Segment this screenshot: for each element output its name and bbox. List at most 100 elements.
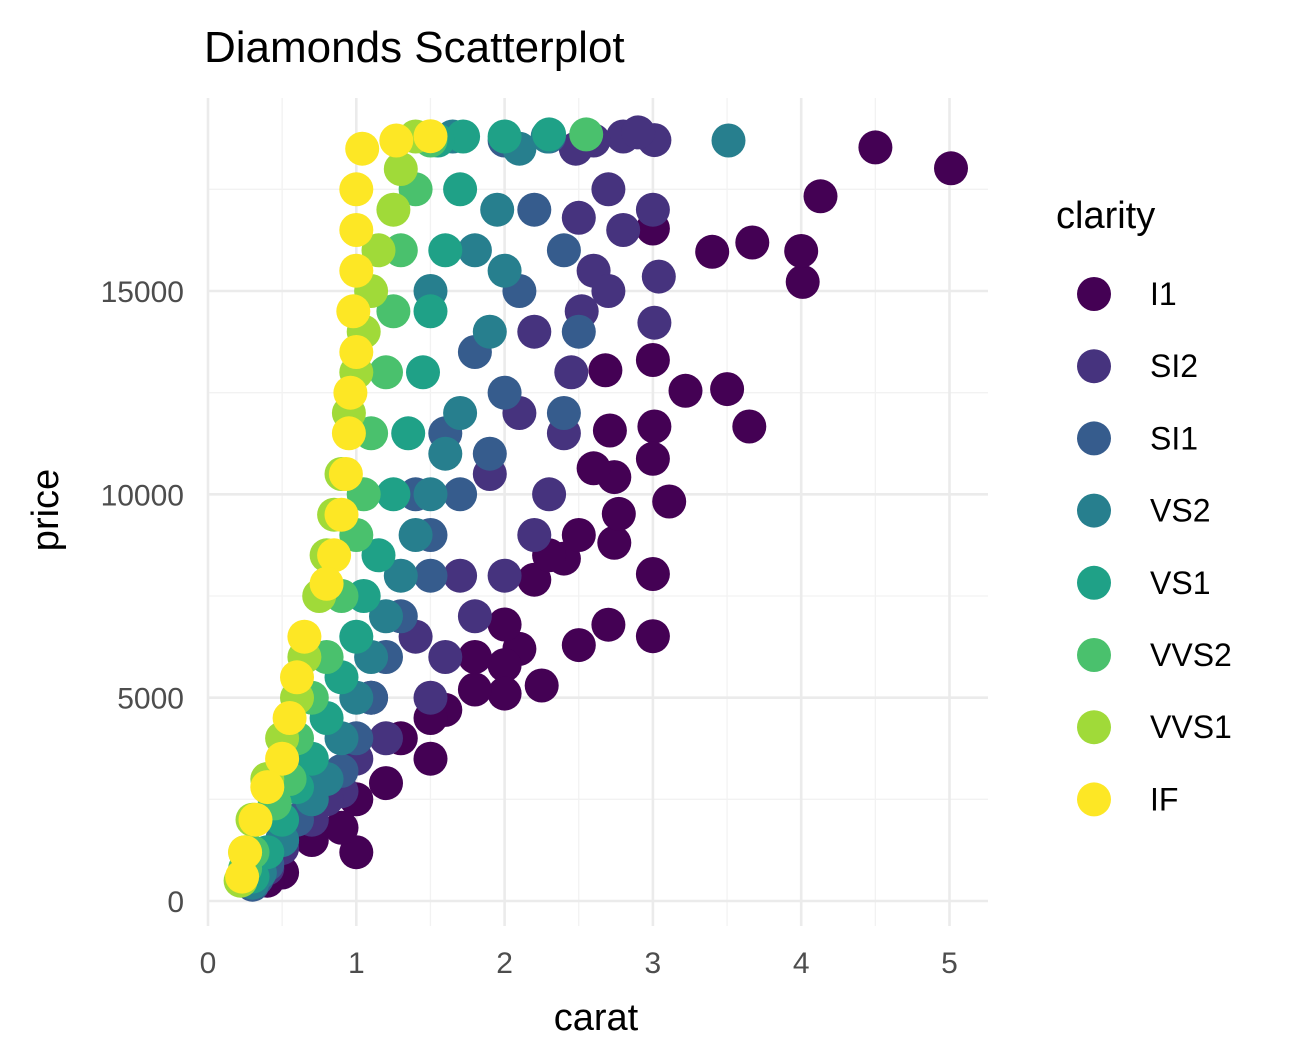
data-point xyxy=(383,152,418,186)
data-point xyxy=(732,409,767,444)
legend-label: SI1 xyxy=(1150,420,1198,456)
chart-title: Diamonds Scatterplot xyxy=(204,23,625,72)
legend-title: clarity xyxy=(1056,195,1155,237)
data-point xyxy=(413,294,448,329)
data-point xyxy=(443,558,478,593)
data-point xyxy=(784,234,819,268)
y-axis-ticks: 0 5000 10000 15000 xyxy=(101,276,184,919)
legend-item: VVS1 xyxy=(1077,709,1232,745)
data-point xyxy=(517,518,552,552)
data-point xyxy=(597,525,632,560)
data-point xyxy=(324,497,359,532)
data-point xyxy=(785,264,820,299)
data-point xyxy=(635,441,670,476)
data-point xyxy=(635,192,670,227)
data-point xyxy=(250,770,285,805)
data-point xyxy=(561,314,596,349)
data-point xyxy=(287,619,322,654)
data-point xyxy=(635,619,670,654)
data-point xyxy=(398,518,433,552)
legend-label: VVS2 xyxy=(1150,637,1232,673)
legend-key xyxy=(1077,277,1111,311)
legend-label: VVS1 xyxy=(1150,709,1232,745)
data-point xyxy=(457,640,492,674)
data-point xyxy=(601,496,636,531)
legend-label: VS2 xyxy=(1150,493,1210,529)
data-point xyxy=(443,172,478,207)
data-points xyxy=(223,115,968,902)
legend-item: SI1 xyxy=(1077,420,1198,456)
x-tick-label: 1 xyxy=(348,947,365,980)
data-point xyxy=(695,234,730,269)
data-point xyxy=(487,119,522,154)
data-point xyxy=(554,355,589,390)
data-point xyxy=(569,117,604,152)
data-point xyxy=(457,599,492,634)
data-point xyxy=(324,810,359,845)
legend-label: VS1 xyxy=(1150,565,1210,601)
data-point xyxy=(369,599,403,634)
data-point xyxy=(428,640,463,674)
data-point xyxy=(406,355,440,390)
legend-item: SI2 xyxy=(1077,348,1198,384)
data-point xyxy=(317,538,352,573)
y-tick-label: 10000 xyxy=(101,479,184,512)
data-point xyxy=(517,562,552,597)
legend-key xyxy=(1077,349,1111,384)
data-point xyxy=(487,676,522,711)
data-point xyxy=(369,355,403,390)
data-point xyxy=(339,335,374,369)
data-point xyxy=(376,294,411,329)
x-tick-label: 4 xyxy=(793,947,810,980)
data-point xyxy=(369,721,403,756)
data-point xyxy=(336,294,371,329)
legend-item: IF xyxy=(1077,781,1178,817)
data-point xyxy=(238,802,273,837)
data-point xyxy=(443,396,478,430)
legend-key xyxy=(1077,710,1111,745)
legend: clarity I1 SI2 SI1 VS2 VS1 VVS2 VVS1 IF xyxy=(1056,195,1232,817)
data-point xyxy=(383,558,418,593)
data-point xyxy=(280,660,314,695)
x-tick-label: 5 xyxy=(941,947,958,980)
data-point xyxy=(333,375,368,410)
data-point xyxy=(532,477,567,512)
data-point xyxy=(413,741,448,776)
data-point xyxy=(803,179,838,214)
data-point xyxy=(858,130,893,165)
legend-key xyxy=(1077,565,1111,600)
data-point xyxy=(376,477,411,512)
data-point xyxy=(446,119,481,154)
data-point xyxy=(339,835,374,870)
y-tick-label: 5000 xyxy=(117,683,184,716)
data-point xyxy=(576,451,611,486)
data-point xyxy=(487,607,522,642)
series-if xyxy=(225,119,448,894)
data-point xyxy=(413,119,448,154)
legend-key xyxy=(1077,421,1111,456)
legend-key xyxy=(1077,782,1111,817)
data-point xyxy=(225,859,260,894)
data-point xyxy=(524,668,559,703)
data-point xyxy=(591,172,626,207)
data-point xyxy=(561,518,596,552)
x-axis-ticks: 0 1 2 3 4 5 xyxy=(200,947,958,980)
x-tick-label: 3 xyxy=(645,947,662,980)
data-point xyxy=(546,233,581,268)
y-axis-title: price xyxy=(25,469,67,551)
legend-item: I1 xyxy=(1077,276,1177,312)
data-point xyxy=(735,225,770,260)
data-point xyxy=(443,477,478,512)
data-point xyxy=(487,375,522,410)
legend-label: I1 xyxy=(1150,276,1177,312)
data-point xyxy=(517,314,552,349)
data-point xyxy=(413,680,448,715)
data-point xyxy=(592,413,627,448)
data-point xyxy=(428,233,463,268)
data-point xyxy=(265,741,300,776)
data-point xyxy=(413,477,448,512)
data-point xyxy=(641,259,676,294)
data-point xyxy=(711,123,746,158)
data-point xyxy=(272,701,307,735)
data-point xyxy=(532,117,567,152)
